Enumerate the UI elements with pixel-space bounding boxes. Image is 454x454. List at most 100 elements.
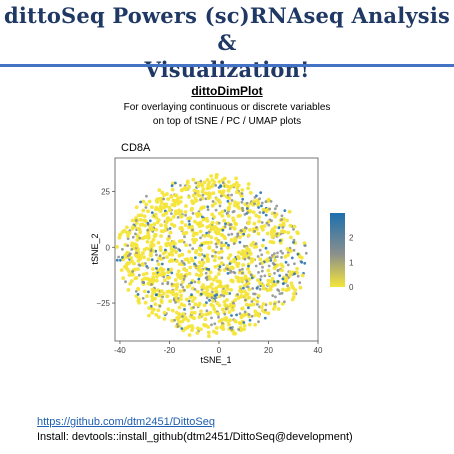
cell-point	[169, 246, 174, 251]
cell-point	[238, 235, 242, 240]
cell-point	[171, 215, 176, 219]
cell-point	[211, 299, 215, 303]
cell-point	[134, 243, 139, 248]
cell-point	[206, 196, 211, 201]
color-legend-ticks: 0 1 2	[349, 234, 354, 292]
cell-point	[244, 298, 247, 302]
cell-point	[220, 324, 225, 329]
cell-point	[192, 310, 197, 315]
x-tick-label: 40	[314, 346, 323, 355]
cell-point	[253, 292, 257, 296]
cell-point	[211, 200, 215, 203]
cell-point	[228, 201, 232, 206]
cell-point	[249, 243, 254, 247]
cell-point	[234, 181, 239, 185]
cell-point	[156, 259, 159, 263]
cell-point	[212, 258, 217, 263]
cell-point	[207, 224, 212, 228]
cell-point	[147, 290, 150, 294]
cell-point	[138, 257, 143, 261]
cell-point	[264, 213, 268, 217]
cell-point	[267, 223, 271, 227]
github-link[interactable]: https://github.com/dtm2451/DittoSeq	[37, 416, 215, 428]
cell-point	[191, 200, 196, 205]
cell-point	[134, 254, 139, 258]
cell-point	[154, 278, 159, 283]
cell-point	[234, 275, 239, 280]
cell-point	[197, 277, 201, 281]
cell-point	[148, 223, 153, 228]
cell-point	[188, 243, 192, 247]
cell-point	[214, 250, 218, 254]
cell-point	[200, 243, 204, 247]
cell-point	[220, 209, 225, 214]
cell-point	[242, 283, 247, 288]
cell-point	[242, 321, 246, 324]
cell-point	[281, 287, 285, 292]
cell-point	[141, 280, 145, 284]
cell-point	[176, 299, 181, 304]
cell-point	[250, 314, 254, 318]
cell-point	[233, 318, 238, 323]
cell-point	[187, 249, 192, 254]
cell-point	[213, 254, 218, 259]
cell-point	[257, 219, 261, 224]
cell-point	[202, 180, 207, 185]
cell-point	[247, 295, 252, 300]
cell-point	[293, 272, 296, 276]
cell-point	[247, 256, 251, 260]
cell-point	[217, 267, 221, 271]
cell-point	[132, 261, 136, 266]
cell-point	[222, 300, 227, 304]
cell-point	[211, 248, 216, 253]
cell-point	[216, 272, 221, 276]
cell-point	[247, 270, 252, 275]
cell-point	[194, 272, 199, 277]
cell-point	[277, 226, 281, 230]
cell-point	[265, 221, 269, 225]
cell-point	[199, 272, 204, 277]
cell-point	[204, 197, 208, 201]
cell-point	[236, 233, 240, 237]
cell-point	[196, 184, 201, 189]
cell-point	[264, 200, 268, 204]
cell-point	[255, 226, 258, 229]
cell-point	[236, 183, 241, 188]
cell-point	[227, 322, 231, 327]
cell-point	[159, 256, 163, 261]
cell-point	[241, 263, 246, 267]
cell-point	[226, 199, 230, 203]
cell-point	[239, 315, 244, 320]
cell-point	[273, 304, 277, 309]
cell-point	[182, 267, 186, 272]
cell-point	[183, 308, 186, 311]
cell-point	[242, 229, 247, 234]
cell-point	[303, 244, 307, 247]
cell-point	[144, 206, 148, 209]
cell-point	[199, 292, 203, 296]
cell-point	[172, 223, 177, 228]
cell-point	[241, 197, 245, 201]
cell-point	[206, 241, 211, 245]
cell-point	[212, 329, 216, 334]
cell-point	[260, 253, 264, 257]
cell-point	[217, 256, 222, 260]
cell-point	[250, 276, 254, 280]
cell-point	[261, 283, 265, 288]
cell-point	[155, 293, 158, 297]
cell-point	[168, 227, 172, 230]
cell-point	[183, 288, 186, 292]
cell-point	[230, 279, 235, 284]
cell-point	[213, 322, 217, 326]
cell-point	[191, 193, 196, 198]
cell-point	[283, 209, 287, 213]
cell-point	[272, 280, 276, 283]
cell-point	[197, 260, 202, 265]
cell-point	[189, 310, 194, 315]
x-tick-label: -20	[164, 346, 176, 355]
cell-point	[276, 251, 279, 255]
cell-point	[267, 272, 272, 277]
cell-point	[240, 252, 244, 256]
cell-point	[167, 234, 171, 238]
cell-point	[174, 287, 179, 291]
